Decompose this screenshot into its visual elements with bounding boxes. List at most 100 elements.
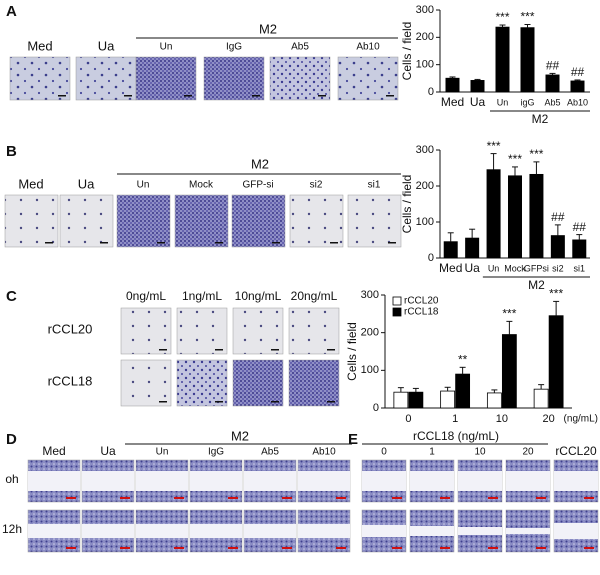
scale-bar xyxy=(336,497,346,499)
row-label: rCCL20 xyxy=(48,321,93,336)
scale-bar xyxy=(388,242,396,244)
image-label: Ua xyxy=(78,176,95,191)
wound-gap xyxy=(506,471,550,491)
x-tick-label: Ua xyxy=(464,261,480,275)
wound-gap xyxy=(410,526,454,536)
micrograph xyxy=(203,56,265,101)
scale-bar xyxy=(584,497,594,499)
bar xyxy=(572,239,587,259)
wound-gap xyxy=(28,524,80,538)
scale-bar xyxy=(536,547,546,549)
bar xyxy=(548,315,564,409)
micrograph xyxy=(269,56,331,101)
bar xyxy=(508,175,522,259)
wound-gap xyxy=(244,524,296,538)
micrograph xyxy=(176,359,228,407)
bar xyxy=(408,391,424,409)
scale-bar xyxy=(66,497,76,499)
scale-bar xyxy=(159,401,167,403)
scale-bar xyxy=(58,95,66,97)
image-label: Ab10 xyxy=(356,42,380,53)
micrograph xyxy=(232,359,284,407)
micrograph xyxy=(75,56,137,101)
scale-bar xyxy=(584,547,594,549)
scale-bar xyxy=(488,497,498,499)
row-label: oh xyxy=(5,472,18,486)
panel-letter: A xyxy=(6,3,17,20)
micrograph xyxy=(288,359,340,407)
group-label: rCCL18 (ng/mL) xyxy=(413,429,499,443)
scale-bar xyxy=(124,95,132,97)
micrograph xyxy=(174,194,229,248)
scale-bar xyxy=(271,401,279,403)
scale-bar xyxy=(271,349,279,351)
wound-gap xyxy=(458,527,502,535)
micrograph xyxy=(120,307,172,355)
x-tick-label: 10 xyxy=(496,413,508,425)
image-label: 1 xyxy=(429,447,435,458)
image-label: Ab10 xyxy=(312,447,336,458)
scale-bar xyxy=(174,497,184,499)
scale-bar xyxy=(282,497,292,499)
image-label: 0 xyxy=(381,447,387,458)
column-label: 1ng/mL xyxy=(182,289,222,303)
column-label: 10ng/mL xyxy=(235,289,282,303)
significance: *** xyxy=(502,307,516,321)
y-tick-label: 300 xyxy=(416,144,434,156)
scale-bar xyxy=(215,242,223,244)
group-label: M2 xyxy=(231,428,249,443)
image-label: 10 xyxy=(474,447,486,458)
image-label: Ua xyxy=(98,38,115,53)
bar xyxy=(550,235,565,259)
scale-bar xyxy=(440,547,450,549)
significance: *** xyxy=(487,139,501,153)
wound-gap xyxy=(362,471,406,491)
y-tick-label: 100 xyxy=(416,216,434,228)
x-tick-label: Un xyxy=(488,263,500,273)
scale-bar xyxy=(318,95,326,97)
y-tick-label: 100 xyxy=(416,59,434,71)
image-label: Un xyxy=(156,447,169,458)
y-tick-label: 200 xyxy=(416,180,434,192)
wound-gap xyxy=(28,471,80,491)
bar xyxy=(470,80,485,93)
bar xyxy=(465,237,480,259)
scale-bar xyxy=(282,547,292,549)
significance: *** xyxy=(549,287,563,301)
wound-gap xyxy=(554,471,598,491)
bar xyxy=(486,169,501,259)
scale-bar xyxy=(488,547,498,549)
wound-gap xyxy=(410,471,454,491)
scale-bar xyxy=(215,349,223,351)
scale-bar xyxy=(120,497,130,499)
image-label: 20 xyxy=(522,447,534,458)
image-label: Ab5 xyxy=(261,447,279,458)
wound-gap xyxy=(190,471,242,491)
x-tick-label: 20 xyxy=(543,413,555,425)
y-tick-label: 0 xyxy=(428,86,434,98)
significance: *** xyxy=(520,10,534,24)
scale-bar xyxy=(252,95,260,97)
bar xyxy=(501,334,517,409)
scale-bar xyxy=(327,401,335,403)
scale-bar xyxy=(392,547,402,549)
bar xyxy=(529,173,544,259)
image-label: Un xyxy=(137,180,150,191)
scale-bar xyxy=(100,242,108,244)
x-tick-label: 1 xyxy=(452,413,458,425)
panel-letter: D xyxy=(6,431,17,448)
y-tick-label: 100 xyxy=(361,364,379,376)
scale-bar xyxy=(330,242,338,244)
group-label: M2 xyxy=(528,278,545,292)
scale-bar xyxy=(215,401,223,403)
micrograph xyxy=(116,194,171,248)
micrograph xyxy=(288,307,340,355)
bar xyxy=(520,27,535,93)
panel-letter: E xyxy=(348,431,358,448)
column-label: 20ng/mL xyxy=(291,289,338,303)
micrograph xyxy=(9,56,71,101)
significance: ## xyxy=(546,59,560,73)
bar xyxy=(570,80,585,93)
micrograph xyxy=(289,194,344,248)
